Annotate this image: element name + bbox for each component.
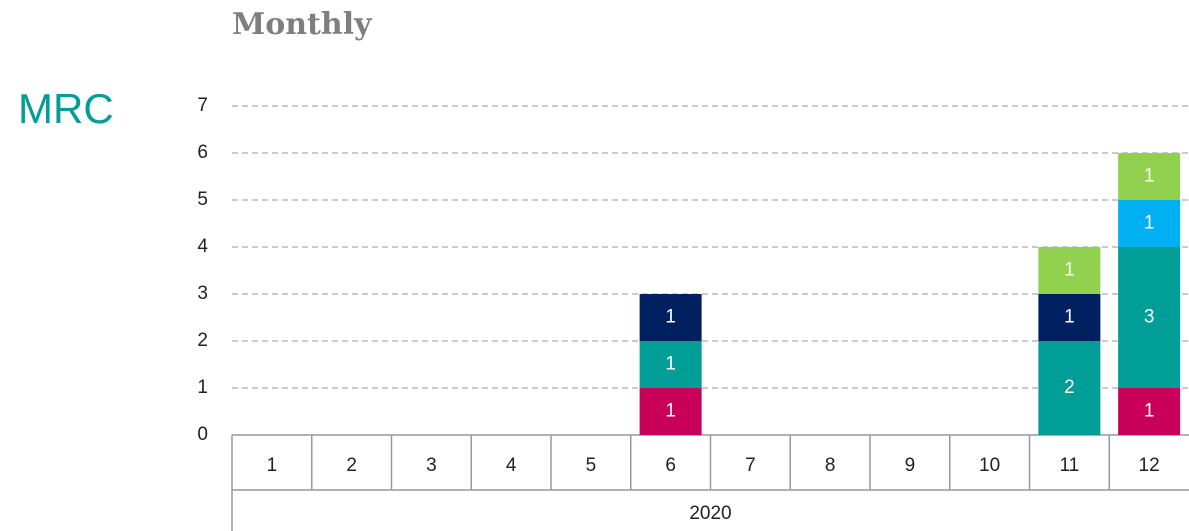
y-tick-label: 3 xyxy=(197,283,208,304)
data-label: 1 xyxy=(1064,307,1075,328)
data-label: 1 xyxy=(1144,213,1155,234)
bar-segment xyxy=(1118,153,1181,200)
bar-segment xyxy=(639,341,702,388)
bar-segment xyxy=(1118,388,1181,435)
x-tick-label: 11 xyxy=(1060,455,1080,476)
x-tick-label: 7 xyxy=(745,455,756,476)
x-tick-label: 3 xyxy=(426,455,437,476)
data-label: 1 xyxy=(1144,401,1155,422)
y-tick-label: 1 xyxy=(197,377,208,398)
bar-segment xyxy=(1038,247,1101,294)
data-label: 1 xyxy=(665,401,676,422)
bar-segment xyxy=(639,294,702,341)
x-tick-label: 1 xyxy=(267,455,278,476)
x-tick-label: 10 xyxy=(979,455,1000,476)
y-tick-label: 0 xyxy=(197,424,208,445)
y-tick-label: 2 xyxy=(197,330,208,351)
bar-segment xyxy=(1118,247,1181,388)
x-tick-label: 5 xyxy=(586,455,597,476)
data-label: 1 xyxy=(1064,260,1075,281)
bar-segment xyxy=(1038,341,1101,435)
x-tick-label: 12 xyxy=(1139,455,1160,476)
x-tick-label: 6 xyxy=(665,455,676,476)
data-label: 1 xyxy=(665,307,676,328)
chart-title: Monthly xyxy=(232,7,373,42)
bar-segment xyxy=(1118,200,1181,247)
x-tick-label: 2 xyxy=(346,455,357,476)
y-tick-label: 6 xyxy=(197,142,208,163)
data-label: 1 xyxy=(1144,166,1155,187)
x-tick-label: 8 xyxy=(825,455,836,476)
x-tick-label: 4 xyxy=(506,455,517,476)
x-tick-label: 9 xyxy=(905,455,916,476)
y-axis-label: MRC xyxy=(18,85,114,132)
data-label: 1 xyxy=(665,354,676,375)
bar-segment xyxy=(639,388,702,435)
y-tick-label: 4 xyxy=(197,236,208,257)
data-label: 2 xyxy=(1064,377,1075,398)
bar-segment xyxy=(1038,294,1101,341)
y-tick-label: 7 xyxy=(197,95,208,116)
data-label: 3 xyxy=(1144,307,1155,328)
group-label: 2020 xyxy=(689,503,731,524)
y-tick-label: 5 xyxy=(197,189,208,210)
